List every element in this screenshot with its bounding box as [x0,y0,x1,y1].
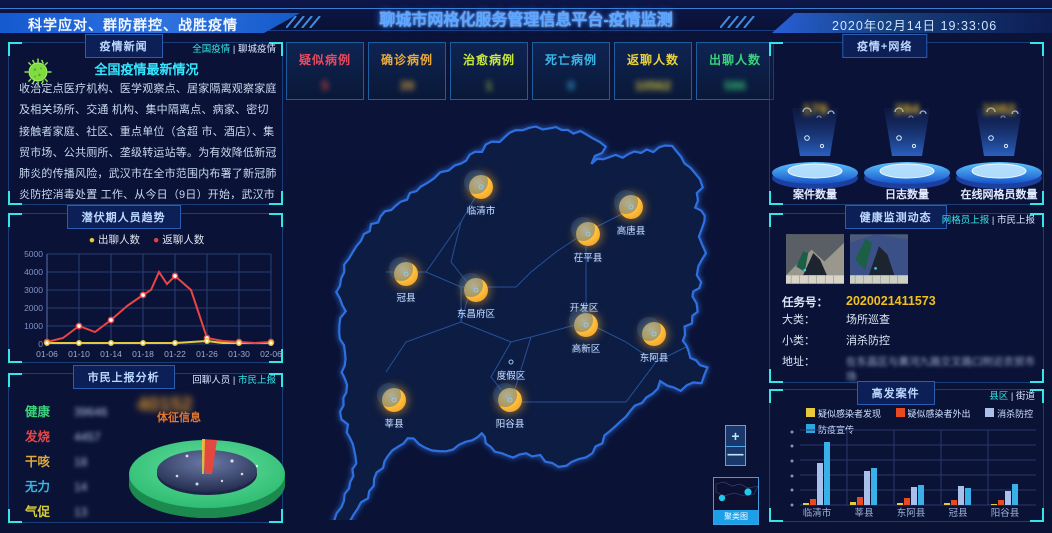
svg-text:02-06: 02-06 [260,349,282,359]
svg-text:阳谷县: 阳谷县 [991,508,1020,518]
svg-text:01-06: 01-06 [36,349,58,359]
svg-text:0: 0 [38,339,43,349]
svg-text:5000: 5000 [24,249,43,259]
svg-text:01-26: 01-26 [196,349,218,359]
svg-text:4000: 4000 [24,267,43,277]
svg-text:冠县: 冠县 [948,508,967,518]
svg-text:01-30: 01-30 [228,349,250,359]
svg-text:3000: 3000 [24,285,43,295]
svg-text:莘县: 莘县 [854,507,873,518]
svg-text:01-18: 01-18 [132,349,154,359]
svg-text:01-10: 01-10 [68,349,90,359]
svg-text:1000: 1000 [24,321,43,331]
svg-text:临清市: 临清市 [803,507,832,518]
svg-text:东阿县: 东阿县 [897,507,926,518]
svg-text:01-22: 01-22 [164,349,186,359]
svg-text:2000: 2000 [24,303,43,313]
svg-text:01-14: 01-14 [100,349,122,359]
